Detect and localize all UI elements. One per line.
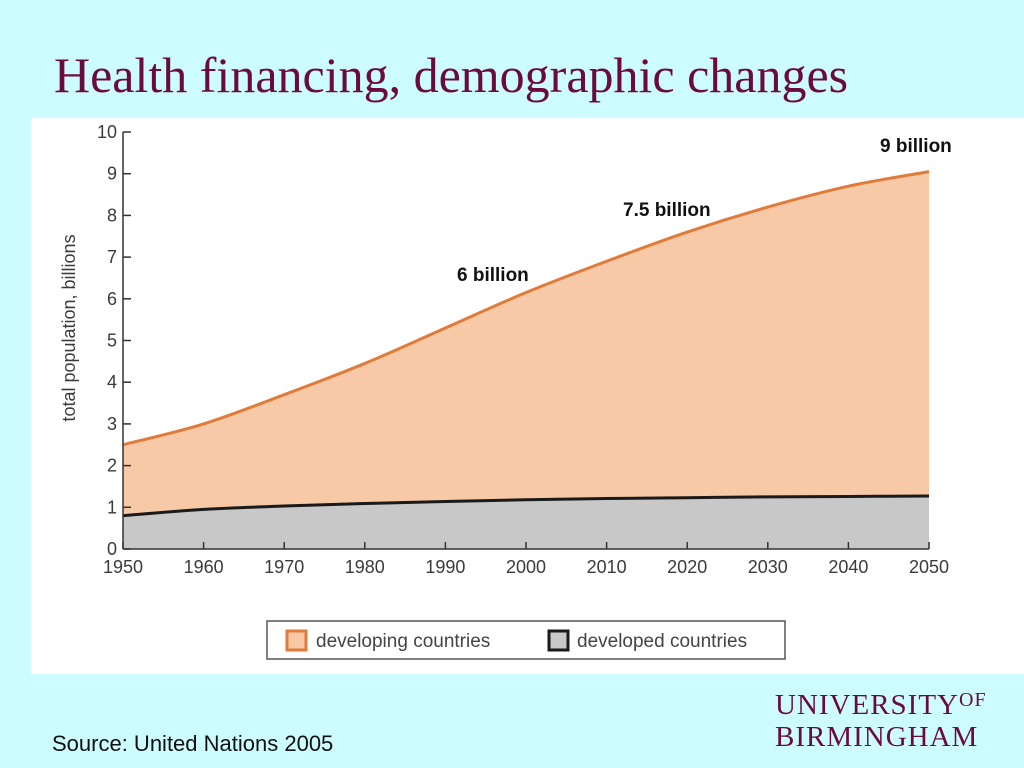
legend-label-developing: developing countries bbox=[316, 631, 490, 652]
y-axis-title: total population, billions bbox=[59, 234, 79, 421]
line-developed bbox=[122, 494, 930, 518]
x-tick-label: 2040 bbox=[828, 557, 868, 577]
legend-box bbox=[266, 620, 786, 660]
area-developing bbox=[123, 171, 929, 550]
y-tick-label: 9 bbox=[107, 164, 117, 184]
logo-word-university: UNIVERSITY bbox=[775, 689, 959, 721]
y-tick-label: 0 bbox=[107, 539, 117, 559]
y-tick-label: 4 bbox=[107, 372, 117, 392]
y-tick-label: 2 bbox=[107, 456, 117, 476]
x-tick-label: 2000 bbox=[506, 557, 546, 577]
annotation-9-billion: 9 billion bbox=[880, 136, 952, 157]
university-logo: UNIVERSITYOF BIRMINGHAM bbox=[775, 690, 987, 752]
legend-label-developed: developed countries bbox=[577, 631, 747, 652]
x-tick-label: 1980 bbox=[345, 557, 385, 577]
area-developed bbox=[123, 496, 929, 549]
annotation-7-5-billion: 7.5 billion bbox=[623, 200, 711, 221]
x-tick-label: 1990 bbox=[425, 557, 465, 577]
x-tick-label: 2010 bbox=[587, 557, 627, 577]
y-tick-label: 6 bbox=[107, 289, 117, 309]
x-tick-label: 1970 bbox=[264, 557, 304, 577]
x-tick-label: 2030 bbox=[748, 557, 788, 577]
chart-panel: 0 1 2 3 4 5 6 7 8 9 10 1950 1960 1970 1980 1990 2000 2010… bbox=[31, 118, 1024, 674]
slide-title: Health financing, demographic changes bbox=[54, 47, 849, 103]
legend: developing countries developed countries bbox=[266, 620, 786, 660]
y-tick-label: 5 bbox=[107, 331, 117, 351]
legend-swatch-developing bbox=[285, 629, 308, 652]
logo-word-of: OF bbox=[959, 689, 987, 711]
y-tick-label: 10 bbox=[97, 122, 117, 142]
y-tick-label: 3 bbox=[107, 414, 117, 434]
x-tick-label: 2020 bbox=[667, 557, 707, 577]
line-developing bbox=[122, 170, 930, 447]
x-tick-label: 1950 bbox=[103, 557, 143, 577]
y-tick-label: 1 bbox=[107, 497, 117, 517]
annotation-6-billion: 6 billion bbox=[457, 265, 529, 286]
y-tick-label: 7 bbox=[107, 247, 117, 267]
x-tick-label: 1960 bbox=[184, 557, 224, 577]
source-note: Source: United Nations 2005 bbox=[52, 731, 334, 756]
logo-word-birmingham: BIRMINGHAM bbox=[775, 721, 979, 753]
y-tick-label: 8 bbox=[107, 205, 117, 225]
population-chart: 0 1 2 3 4 5 6 7 8 9 10 1950 1960 1970 1980 1990 2000 2010… bbox=[59, 122, 952, 660]
chart-areas bbox=[122, 170, 930, 550]
legend-swatch-developed bbox=[547, 629, 570, 652]
chart-ticks: 0 1 2 3 4 5 6 7 8 9 10 1950 1960 1970 1980 1990 2000 2010… bbox=[97, 122, 949, 577]
x-tick-label: 2050 bbox=[909, 557, 949, 577]
